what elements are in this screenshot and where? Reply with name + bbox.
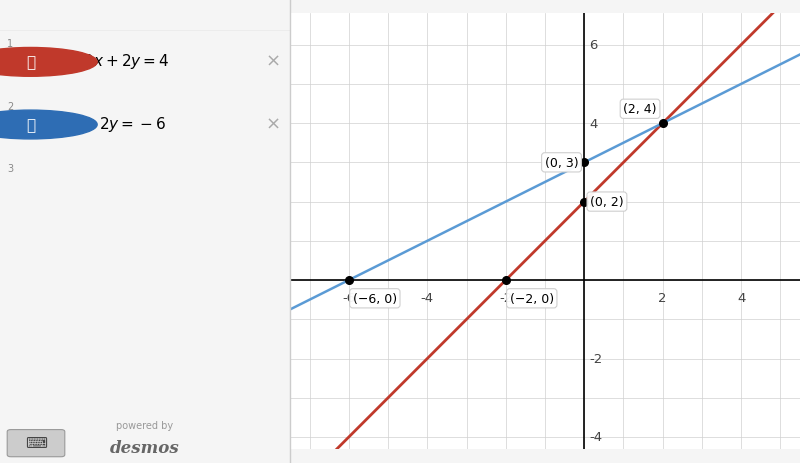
Text: -2: -2	[499, 291, 512, 304]
Text: 6: 6	[589, 39, 598, 52]
Text: 2: 2	[658, 291, 667, 304]
Text: (−6, 0): (−6, 0)	[353, 292, 397, 305]
Text: -6: -6	[342, 291, 355, 304]
Text: ×: ×	[265, 115, 280, 133]
Text: (0, 2): (0, 2)	[590, 196, 624, 209]
Text: 3: 3	[7, 164, 14, 174]
Circle shape	[0, 111, 97, 140]
FancyBboxPatch shape	[7, 430, 65, 457]
Text: $-2x + 2y = 4$: $-2x + 2y = 4$	[71, 52, 170, 71]
Text: 𝒩: 𝒩	[26, 55, 35, 70]
Text: $x - 2y = -6$: $x - 2y = -6$	[71, 114, 166, 133]
Text: -2: -2	[589, 352, 602, 365]
Text: 4: 4	[589, 117, 598, 130]
Text: 2: 2	[7, 101, 14, 112]
Circle shape	[0, 48, 97, 77]
Text: desmos: desmos	[110, 439, 180, 456]
Text: 4: 4	[737, 291, 746, 304]
Text: (0, 3): (0, 3)	[545, 156, 578, 169]
Text: (−2, 0): (−2, 0)	[510, 292, 554, 305]
Text: ×: ×	[265, 52, 280, 70]
Text: 1: 1	[7, 39, 14, 49]
Text: ⌨: ⌨	[25, 436, 47, 450]
Text: 2: 2	[589, 196, 598, 209]
Text: (2, 4): (2, 4)	[623, 103, 657, 116]
Text: 𝒩: 𝒩	[26, 118, 35, 133]
Text: -4: -4	[421, 291, 434, 304]
Text: -4: -4	[589, 431, 602, 444]
Text: powered by: powered by	[117, 420, 174, 430]
